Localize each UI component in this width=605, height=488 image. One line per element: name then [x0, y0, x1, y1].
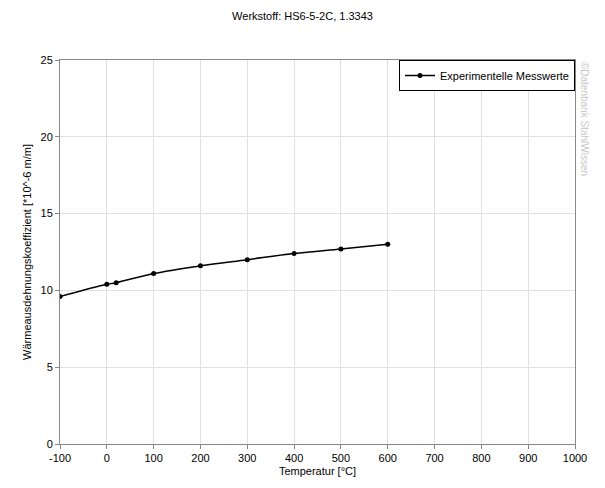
svg-text:Temperatur [°C]: Temperatur [°C]: [279, 465, 356, 477]
svg-text:Experimentelle Messwerte: Experimentelle Messwerte: [440, 70, 569, 82]
svg-text:0: 0: [47, 438, 53, 450]
svg-text:600: 600: [379, 452, 397, 464]
svg-text:300: 300: [238, 452, 256, 464]
svg-text:©Datenbank StahlWissen: ©Datenbank StahlWissen: [579, 62, 590, 176]
svg-text:10: 10: [41, 284, 53, 296]
svg-text:Werkstoff: HS6-5-2C, 1.3343: Werkstoff: HS6-5-2C, 1.3343: [232, 10, 373, 22]
svg-text:25: 25: [41, 54, 53, 66]
svg-text:20: 20: [41, 131, 53, 143]
svg-text:800: 800: [472, 452, 490, 464]
svg-text:400: 400: [285, 452, 303, 464]
svg-text:15: 15: [41, 207, 53, 219]
svg-text:100: 100: [144, 452, 162, 464]
svg-text:1000: 1000: [563, 452, 587, 464]
svg-text:200: 200: [191, 452, 209, 464]
svg-text:900: 900: [519, 452, 537, 464]
svg-text:0: 0: [104, 452, 110, 464]
svg-text:500: 500: [332, 452, 350, 464]
svg-text:Wärmeausdehnungskoeffizient [*: Wärmeausdehnungskoeffizient [*10^-6 m/m]: [21, 144, 33, 360]
svg-text:-100: -100: [49, 452, 71, 464]
svg-text:5: 5: [47, 361, 53, 373]
svg-text:700: 700: [425, 452, 443, 464]
